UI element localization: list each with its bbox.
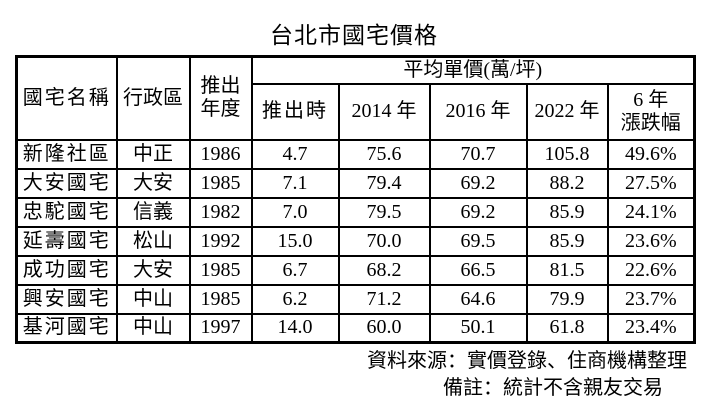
col-header-2014: 2014 年: [337, 82, 431, 141]
cell-price-2016: 69.2: [428, 167, 528, 199]
cell-year: 1986: [188, 138, 253, 170]
footer: 資料來源：實價登錄、住商機構整理 備註：統計不含親友交易: [15, 348, 693, 402]
table-row: 忠駝國宅 信義 1982 7.0 79.5 69.2 85.9 24.1%: [15, 196, 696, 228]
cell-district: 信義: [115, 196, 191, 228]
cell-year: 1982: [188, 196, 253, 228]
data-source-note: 資料來源：實價登錄、住商機構整理: [367, 350, 687, 372]
table-row: 大安國宅 大安 1985 7.1 79.4 69.2 88.2 27.5%: [15, 167, 696, 199]
cell-year: 1992: [188, 225, 253, 257]
cell-price-2022: 79.9: [525, 283, 609, 315]
cell-6yr-change: 22.6%: [606, 254, 696, 286]
cell-year: 1997: [188, 312, 253, 344]
remark-note: 備註：統計不含親友交易: [443, 377, 663, 399]
cell-price-2014: 71.2: [337, 283, 431, 315]
cell-price-2016: 69.5: [428, 225, 528, 257]
table-row: 延壽國宅 松山 1992 15.0 70.0 69.5 85.9 23.6%: [15, 225, 696, 257]
table-row: 成功國宅 大安 1985 6.7 68.2 66.5 81.5 22.6%: [15, 254, 696, 286]
cell-6yr-change: 23.6%: [606, 225, 696, 257]
col-header-2016: 2016 年: [428, 82, 528, 141]
cell-launch-price: 7.0: [250, 196, 340, 228]
cell-name: 忠駝國宅: [15, 196, 118, 228]
cell-district: 中正: [115, 138, 191, 170]
cell-name: 延壽國宅: [15, 225, 118, 257]
table-row: 基河國宅 中山 1997 14.0 60.0 50.1 61.8 23.4%: [15, 312, 696, 344]
housing-price-table: 國宅名稱 行政區 推出 年度 平均單價(萬/坪) 推出時 2014 年 2016…: [15, 55, 697, 344]
cell-district: 中山: [115, 283, 191, 315]
cell-district: 大安: [115, 254, 191, 286]
cell-price-2016: 66.5: [428, 254, 528, 286]
cell-price-2016: 50.1: [428, 312, 528, 344]
col-header-price-group: 平均單價(萬/坪): [250, 55, 696, 85]
cell-launch-price: 6.2: [250, 283, 340, 315]
cell-launch-price: 7.1: [250, 167, 340, 199]
col-header-district: 行政區: [115, 55, 191, 141]
cell-6yr-change: 23.4%: [606, 312, 696, 344]
cell-price-2022: 85.9: [525, 196, 609, 228]
cell-price-2016: 69.2: [428, 196, 528, 228]
col-header-launch-year: 推出 年度: [188, 55, 253, 141]
cell-price-2022: 88.2: [525, 167, 609, 199]
cell-district: 松山: [115, 225, 191, 257]
cell-name: 新隆社區: [15, 138, 118, 170]
cell-year: 1985: [188, 167, 253, 199]
cell-price-2022: 61.8: [525, 312, 609, 344]
cell-6yr-change: 27.5%: [606, 167, 696, 199]
cell-district: 中山: [115, 312, 191, 344]
cell-launch-price: 14.0: [250, 312, 340, 344]
col-header-name: 國宅名稱: [15, 55, 118, 141]
cell-price-2016: 64.6: [428, 283, 528, 315]
cell-name: 興安國宅: [15, 283, 118, 315]
table-row: 新隆社區 中正 1986 4.7 75.6 70.7 105.8 49.6%: [15, 138, 696, 170]
cell-6yr-change: 24.1%: [606, 196, 696, 228]
cell-price-2022: 105.8: [525, 138, 609, 170]
cell-price-2014: 79.5: [337, 196, 431, 228]
col-header-6yr-change: 6 年 漲跌幅: [606, 82, 696, 141]
cell-name: 基河國宅: [15, 312, 118, 344]
cell-launch-price: 6.7: [250, 254, 340, 286]
cell-launch-price: 4.7: [250, 138, 340, 170]
cell-price-2014: 60.0: [337, 312, 431, 344]
cell-year: 1985: [188, 254, 253, 286]
col-header-2022: 2022 年: [525, 82, 609, 141]
cell-name: 成功國宅: [15, 254, 118, 286]
cell-price-2022: 81.5: [525, 254, 609, 286]
cell-name: 大安國宅: [15, 167, 118, 199]
cell-launch-price: 15.0: [250, 225, 340, 257]
cell-price-2022: 85.9: [525, 225, 609, 257]
cell-6yr-change: 49.6%: [606, 138, 696, 170]
table-row: 興安國宅 中山 1985 6.2 71.2 64.6 79.9 23.7%: [15, 283, 696, 315]
col-header-launch-price: 推出時: [250, 82, 340, 141]
cell-price-2014: 79.4: [337, 167, 431, 199]
cell-price-2014: 75.6: [337, 138, 431, 170]
cell-district: 大安: [115, 167, 191, 199]
cell-year: 1985: [188, 283, 253, 315]
cell-price-2014: 68.2: [337, 254, 431, 286]
cell-price-2016: 70.7: [428, 138, 528, 170]
cell-price-2014: 70.0: [337, 225, 431, 257]
cell-6yr-change: 23.7%: [606, 283, 696, 315]
page-title: 台北市國宅價格: [270, 23, 438, 48]
